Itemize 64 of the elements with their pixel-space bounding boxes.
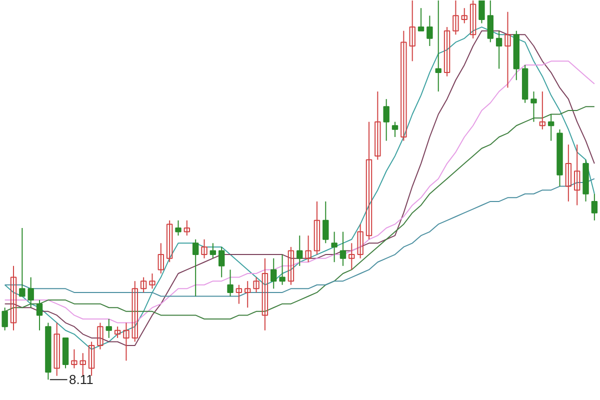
candlestick <box>175 220 182 236</box>
candlestick <box>184 220 190 236</box>
candlestick <box>461 8 468 24</box>
candlestick <box>348 242 355 270</box>
candlestick <box>2 307 8 331</box>
candlestick <box>158 242 164 274</box>
candlestick <box>262 258 268 331</box>
candlestick <box>374 90 381 160</box>
candlestick <box>270 258 277 290</box>
candlestick <box>132 280 138 342</box>
candlestick <box>253 276 260 293</box>
candlestick <box>357 224 364 259</box>
candlestick <box>19 227 26 297</box>
candlestick <box>539 90 546 130</box>
candlestick <box>331 231 338 263</box>
candlestick <box>71 348 78 369</box>
candlestick <box>340 231 346 266</box>
candlestick <box>279 254 286 286</box>
candlestick <box>444 26 450 77</box>
candlestick <box>288 246 294 286</box>
candlestick <box>400 30 407 142</box>
candlestick <box>149 272 156 290</box>
candlestick <box>218 246 225 278</box>
candlestick <box>409 0 416 62</box>
candlestick <box>574 144 580 206</box>
candlestick <box>392 121 398 138</box>
candlestick <box>296 235 303 266</box>
candlestick <box>530 90 537 122</box>
candlestick <box>383 98 390 142</box>
candlestick <box>244 280 251 308</box>
candlestick <box>192 238 199 297</box>
candlestick <box>305 235 312 263</box>
candlestick <box>88 341 95 376</box>
candlestick <box>470 0 476 39</box>
candlestick <box>10 265 17 331</box>
candlestick <box>28 276 34 308</box>
candlestick <box>591 193 598 221</box>
candlestick <box>54 322 60 376</box>
candlestick <box>36 300 43 331</box>
candlestick <box>114 326 121 338</box>
candlestick <box>80 352 86 376</box>
candlestick <box>452 0 459 36</box>
candlestick <box>140 276 147 293</box>
candlestick <box>548 114 554 142</box>
candlestick <box>435 0 442 92</box>
candlestick <box>418 8 424 32</box>
annotation: 8.11 <box>68 372 94 388</box>
candlestick <box>236 284 242 304</box>
candlestick <box>478 0 485 24</box>
candlestick <box>487 0 494 43</box>
candlestick <box>166 220 173 263</box>
candlestick <box>123 322 130 362</box>
candlestick <box>504 11 511 88</box>
candlestick <box>426 15 433 46</box>
candlestick <box>366 121 372 240</box>
candlestick <box>97 322 104 350</box>
candlestick <box>210 242 216 259</box>
candlestick <box>201 238 208 259</box>
candlestick <box>565 144 572 202</box>
candlestick <box>106 318 112 338</box>
candlestick <box>496 30 502 70</box>
candlestick <box>314 200 320 256</box>
candlestick <box>227 269 234 297</box>
candlestick <box>322 200 329 244</box>
